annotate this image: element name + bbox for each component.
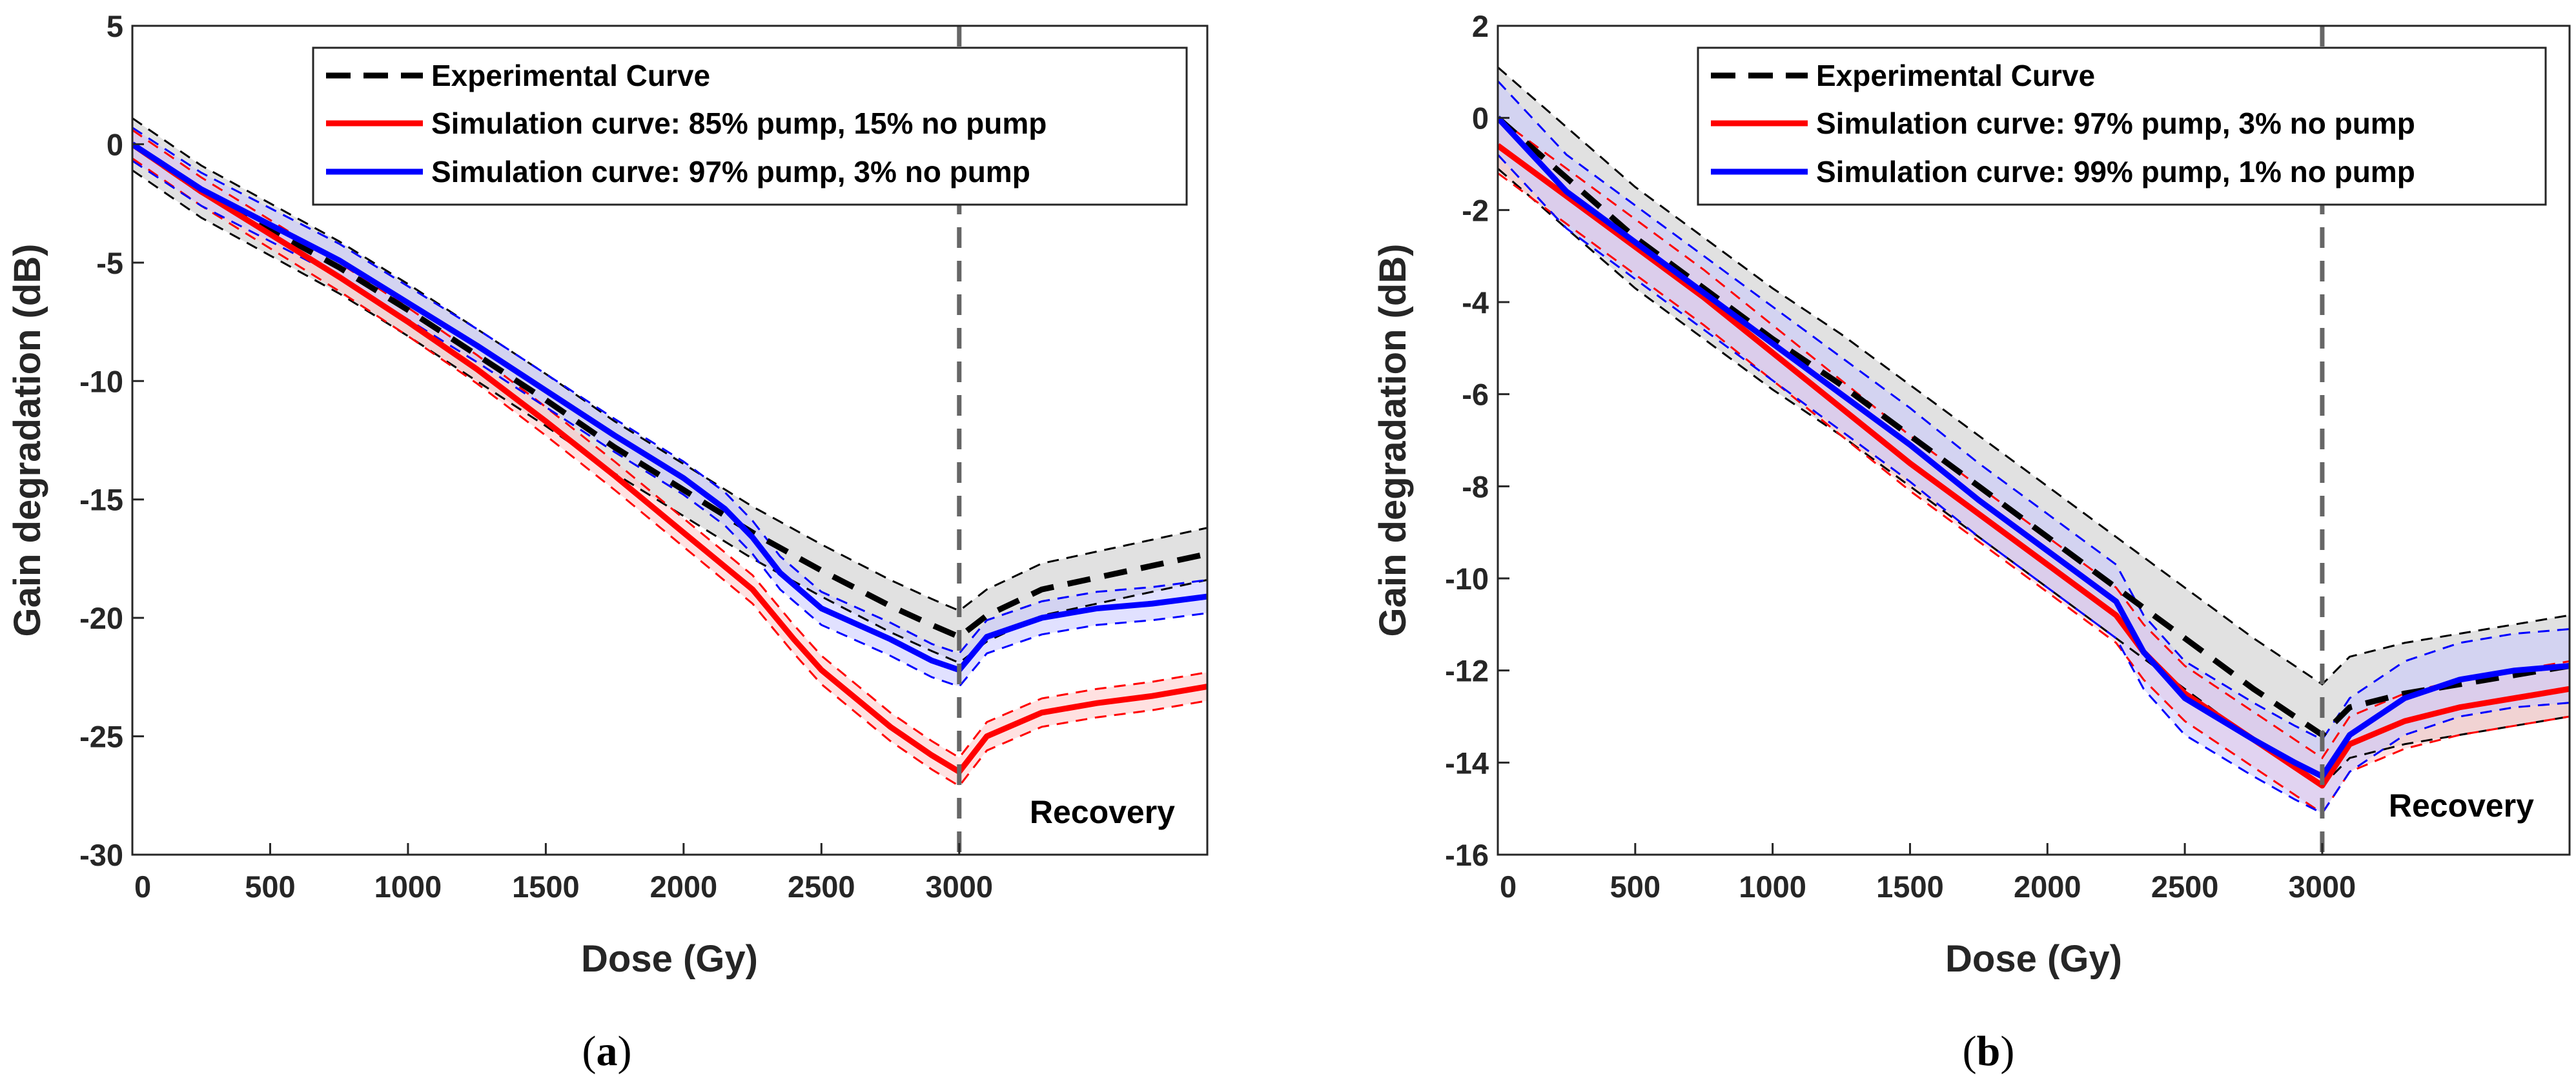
- main-line-series-1: [1498, 143, 2570, 789]
- x-tick-label: 2500: [2151, 870, 2219, 904]
- x-axis-ticks-a: 0 500 1000 1500 2000 2500 3000: [131, 843, 993, 904]
- uncertainty-bands-b: [1498, 67, 2570, 813]
- caption-a: (a): [582, 1028, 632, 1075]
- chart-panel-b: 0 500 1000 1500 2000 2500 3000 2 0 -2 -4 -6 -8 -10 -1…: [1372, 9, 2571, 980]
- y-tick-label: -12: [1445, 654, 1489, 688]
- y-tick-label: -15: [79, 483, 123, 517]
- chart-panel-a: 0 500 1000 1500 2000 2500 3000 5 0 -5 -10 -15 -20 -2…: [6, 9, 1209, 980]
- y-tick-label: 0: [1472, 101, 1489, 136]
- x-axis-title-a: Dose (Gy): [581, 938, 758, 980]
- x-tick-label: 1500: [512, 870, 580, 904]
- main-line-series-1: [132, 141, 1207, 775]
- y-tick-label: 5: [107, 9, 123, 43]
- y-tick-label: 0: [107, 127, 123, 161]
- upper-bound-line-series-2: [1498, 80, 2570, 741]
- y-tick-label: -16: [1445, 838, 1489, 872]
- x-tick-label: 1500: [1876, 870, 1944, 904]
- lower-bound-line-series-2: [132, 159, 1207, 688]
- x-axis-title-b: Dose (Gy): [1945, 938, 2122, 980]
- y-axis-title-a: Gain degradation (dB): [6, 244, 48, 637]
- y-axis-ticks-a: 5 0 -5 -10 -15 -20 -25 -30: [79, 9, 144, 872]
- y-tick-label: -30: [79, 838, 123, 872]
- lower-bound-line-series-1: [1498, 172, 2570, 815]
- y-tick-label: -20: [79, 601, 123, 635]
- y-tick-label: 2: [1472, 9, 1489, 43]
- x-tick-label: 3000: [2289, 870, 2356, 904]
- x-tick-label: 2000: [2014, 870, 2081, 904]
- y-tick-label: -25: [79, 720, 123, 754]
- axes-box-b: [1497, 25, 2571, 856]
- y-tick-label: -14: [1445, 746, 1489, 780]
- legend-label-blue-b: Simulation curve: 99% pump, 1% no pump: [1816, 155, 2415, 188]
- y-tick-label: -5: [96, 246, 123, 280]
- caption-b-letter: b: [1977, 1028, 2001, 1075]
- x-tick-label: 500: [245, 870, 295, 904]
- y-axis-title-b: Gain degradation (dB): [1372, 244, 1414, 637]
- legend-a: Experimental Curve Simulation curve: 85%…: [312, 46, 1188, 206]
- x-tick-label: 3000: [925, 870, 993, 904]
- lower-bound-line-series-1: [132, 158, 1207, 788]
- main-line-series-2: [1498, 116, 2570, 780]
- caption-a-letter: a: [597, 1028, 618, 1075]
- legend-box-a: [312, 46, 1188, 206]
- legend-label-blue-a: Simulation curve: 97% pump, 3% no pump: [431, 155, 1030, 188]
- legend-b: Experimental Curve Simulation curve: 97%…: [1697, 46, 2547, 206]
- axes-box-a: [131, 25, 1209, 856]
- upper-bound-line-series-0: [132, 117, 1207, 612]
- caption-b: (b): [1963, 1028, 2015, 1075]
- y-axis-ticks-b: 2 0 -2 -4 -6 -8 -10 -12 -14 -16: [1445, 9, 1509, 872]
- x-tick-label: 2500: [788, 870, 855, 904]
- x-tick-label: 500: [1610, 870, 1661, 904]
- legend-label-red-a: Simulation curve: 85% pump, 15% no pump: [431, 107, 1047, 140]
- upper-bound-line-series-1: [1498, 117, 2570, 760]
- legend-label-experimental-b: Experimental Curve: [1816, 59, 2095, 92]
- legend-label-experimental-a: Experimental Curve: [431, 59, 710, 92]
- recovery-annotation-a: Recovery: [1030, 794, 1175, 830]
- lower-bound-line-series-0: [1498, 167, 2570, 787]
- lower-bound-line-series-2: [1498, 154, 2570, 815]
- upper-bound-line-series-2: [132, 127, 1207, 655]
- y-tick-label: -10: [79, 364, 123, 398]
- x-tick-label: 2000: [650, 870, 718, 904]
- legend-box-b: [1697, 46, 2547, 206]
- y-tick-label: -4: [1462, 285, 1489, 320]
- legend-label-red-b: Simulation curve: 97% pump, 3% no pump: [1816, 107, 2415, 140]
- y-tick-label: -10: [1445, 562, 1489, 596]
- x-tick-label: 1000: [374, 870, 442, 904]
- x-tick-label: 0: [134, 870, 151, 904]
- x-tick-label: 0: [1500, 870, 1517, 904]
- main-line-series-2: [132, 141, 1207, 673]
- recovery-annotation-b: Recovery: [2389, 788, 2534, 824]
- series-lines-b: [1498, 66, 2570, 815]
- series-lines-a: [132, 117, 1207, 788]
- main-line-series-0: [1498, 116, 2570, 738]
- y-tick-label: -6: [1462, 378, 1489, 412]
- lower-bound-line-series-0: [132, 169, 1207, 664]
- x-axis-ticks-b: 0 500 1000 1500 2000 2500 3000: [1497, 843, 2356, 904]
- upper-bound-line-series-0: [1498, 66, 2570, 686]
- main-line-series-0: [132, 141, 1207, 640]
- y-tick-label: -8: [1462, 469, 1489, 504]
- y-tick-label: -2: [1462, 193, 1489, 227]
- x-tick-label: 1000: [1739, 870, 1806, 904]
